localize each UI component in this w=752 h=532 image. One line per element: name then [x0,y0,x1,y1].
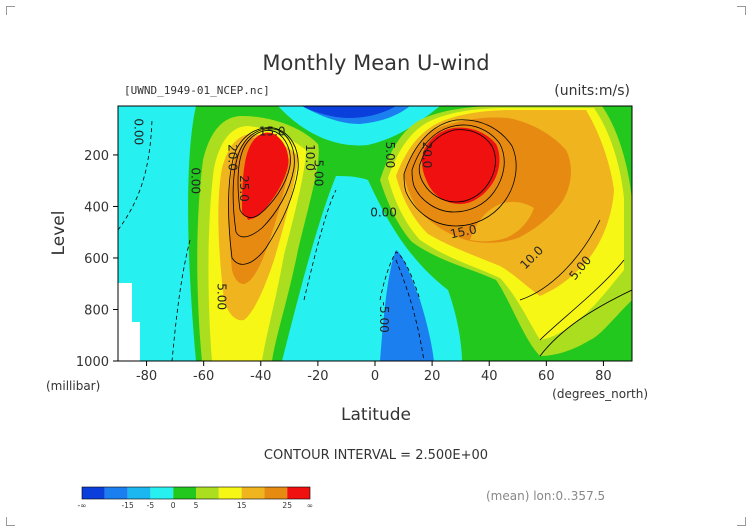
contour-label: 15.0 [449,222,478,241]
y-axis-units: (millibar) [46,379,100,393]
colorbar-swatch [264,487,288,499]
band-north-core [421,127,500,204]
band-top-cyan [278,106,440,146]
x-tick-label: -20 [307,369,328,384]
contour-label: 25.0 [237,175,251,202]
colorbar-swatch [82,487,105,499]
colorbar-swatch [150,487,174,499]
colorbar-swatch [287,487,310,499]
band-north-20 [470,201,534,242]
x-tick-label: 20 [424,369,441,384]
colorbar-label: 0 [171,501,176,510]
contour-label: 5.00 [383,142,397,169]
y-axis: 200 400 600 800 1000 [76,149,118,370]
y-tick-label: 200 [84,149,109,164]
averaging-text: (mean) lon:0..357.5 [486,489,605,503]
colorbar-label: 25 [282,501,292,510]
colorbar: -∞ -15 -5 0 5 15 25 ∞ [78,486,313,510]
y-tick-label: 400 [84,200,109,215]
x-tick-label: -40 [250,369,271,384]
contour-label: 15.0 [259,124,286,138]
colorbar-label: ∞ [307,501,313,510]
corner-bottom-right [737,517,746,526]
dataset-label: [UWND_1949-01_NCEP.nc] [124,84,270,97]
colorbar-swatch [104,487,128,499]
corner-top-left [6,6,15,15]
y-axis-label: Level [49,211,69,256]
corner-top-right [737,6,746,15]
colorbar-frame [81,486,311,500]
x-tick-label: 60 [538,369,555,384]
contour-label: 10.0 [303,144,317,171]
contour-label: 5.00 [214,283,228,310]
band-cyan-south [118,106,196,361]
colorbar-label: 15 [237,501,247,510]
corner-bottom-left [6,517,15,526]
colorbar-label: 5 [194,501,199,510]
contour-label: 20.0 [420,142,434,169]
x-tick-label: 80 [595,369,612,384]
contour-fill-bands [118,106,632,361]
y-tick-label: 1000 [76,355,109,370]
contour-label: 0.00 [131,118,145,145]
colorbar-swatch [218,487,242,499]
x-axis-units: (degrees_north) [552,387,648,401]
colorbar-label: -5 [147,501,155,510]
contour-label: 0.00 [370,205,397,219]
colorbar-label: -∞ [78,501,87,510]
units-label: (units:m/s) [554,83,630,99]
contour-lines [118,119,632,361]
y-tick-label: 800 [84,303,109,318]
band-south-core-tail [244,187,259,215]
colorbar-swatch [196,487,219,499]
x-axis: -80 -60 -40 -20 0 20 40 60 80 [136,361,612,384]
x-tick-label: -80 [136,369,157,384]
contour-label: 20.0 [226,144,240,171]
colorbar-swatch [127,487,151,499]
band-top-easterly-deep [300,106,396,118]
chart-title: Monthly Mean U-wind [262,51,489,75]
colorbar-label: -15 [121,501,133,510]
x-tick-label: -60 [193,369,214,384]
contour-label: -5.00 [377,302,391,333]
x-axis-label: Latitude [341,405,411,425]
colorbar-swatch [173,487,196,499]
band-white-southpole [118,283,140,361]
contour-label: 5.00 [311,160,325,187]
band-blue-lower-tropics [380,250,434,361]
x-tick-label: 0 [371,369,379,384]
contour-interval-text: CONTOUR INTERVAL = 2.500E+00 [264,448,488,463]
colorbar-swatch [241,487,265,499]
x-tick-label: 40 [481,369,498,384]
y-tick-label: 600 [84,252,109,267]
contour-label: 0.00 [189,167,203,194]
